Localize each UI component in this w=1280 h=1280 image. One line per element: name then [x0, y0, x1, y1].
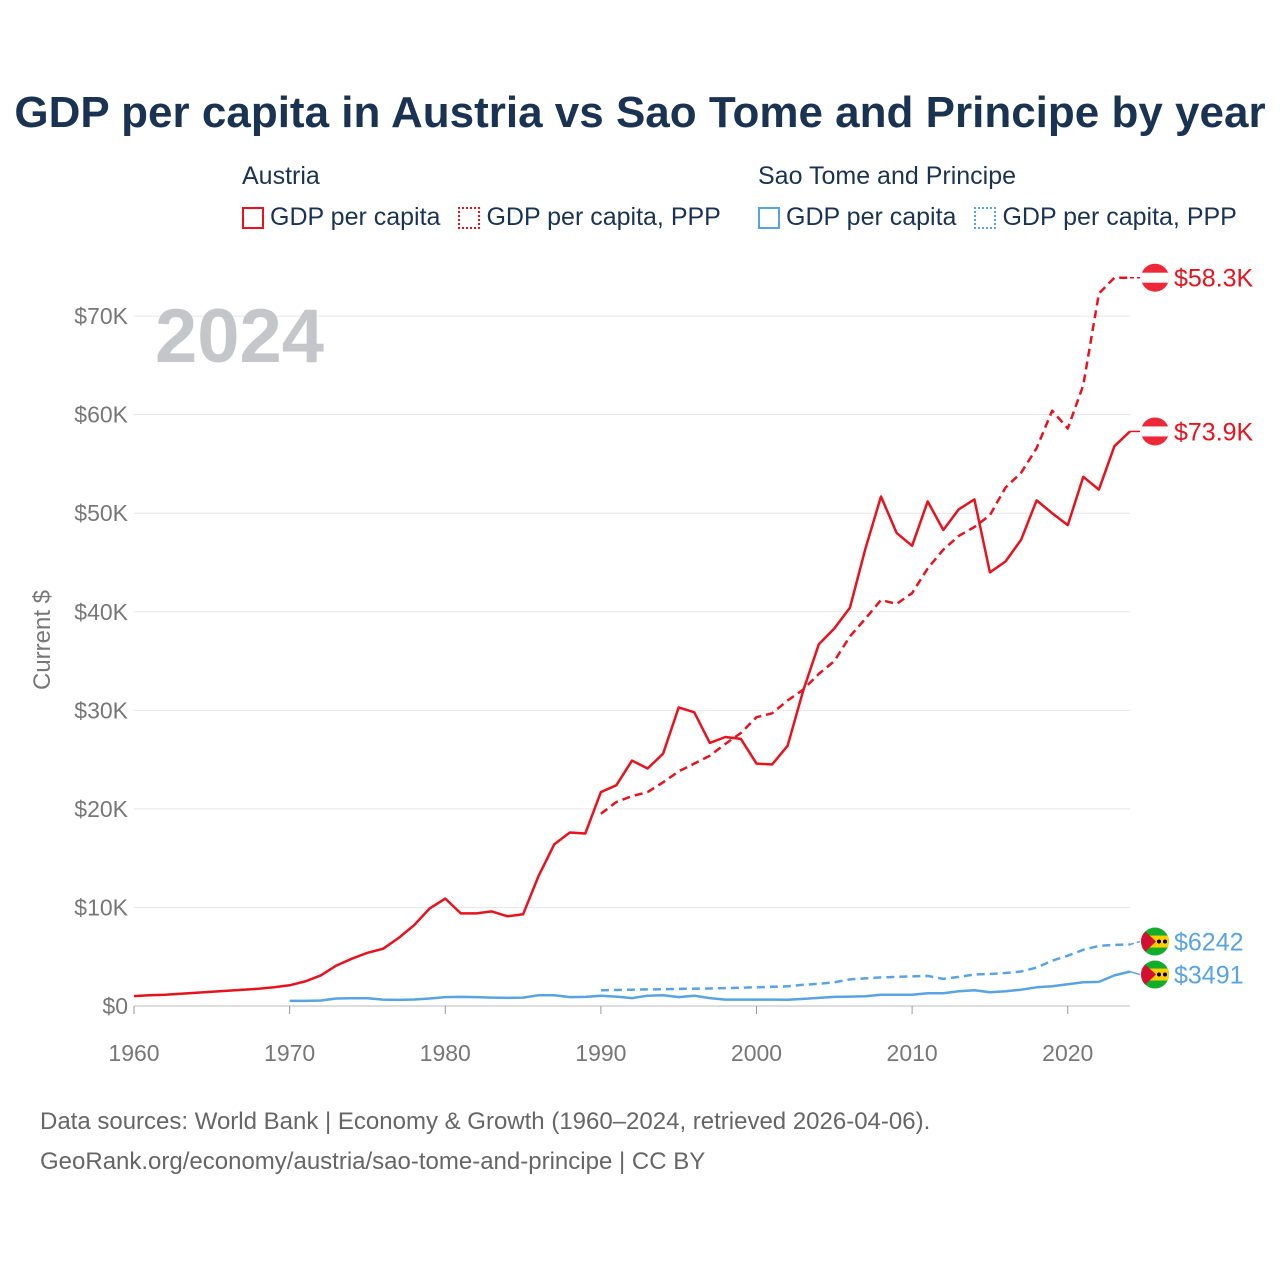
x-tick-label: 1980: [420, 1040, 471, 1066]
series-line-3: [600, 943, 1131, 992]
legend-swatch-solid-icon: [242, 206, 264, 229]
legend-item-sao-tome-gdp-ppp[interactable]: GDP per capita, PPP: [974, 203, 1237, 232]
legend-item-label: GDP per capita: [270, 203, 441, 231]
y-tick-label: $70K: [74, 303, 128, 329]
y-tick-label: $40K: [74, 599, 128, 625]
y-tick-label: $50K: [74, 500, 128, 526]
legend-group-title: Austria: [242, 162, 320, 190]
legend-item-austria-gdp[interactable]: GDP per capita: [242, 203, 440, 232]
x-tick-label: 2010: [887, 1040, 938, 1066]
legend-group-title: Sao Tome and Principe: [758, 162, 1017, 190]
y-tick-label: $30K: [74, 697, 128, 723]
legend-item-label: GDP per capita, PPP: [1002, 203, 1237, 231]
y-axis-title: Current $: [29, 590, 56, 690]
sao-tome-flag-icon: [1141, 960, 1169, 989]
year-watermark: 2024: [155, 294, 324, 379]
x-tick-label: 2020: [1042, 1040, 1093, 1066]
end-value-label: $73.9K: [1174, 418, 1254, 446]
legend-group-austria: Austria GDP per capita GDP per capita, P…: [242, 162, 721, 232]
end-label-connector: [1129, 940, 1141, 946]
y-axis: $0 $10K $20K $30K $40K $50K $60K $70K: [74, 303, 128, 1019]
legend-swatch-dotted-icon: [458, 206, 481, 229]
austria-flag-icon: [1141, 417, 1169, 446]
x-axis: 1960 1970 1980 1990 2000 2010 2020: [108, 1006, 1093, 1066]
legend-item-austria-gdp-ppp[interactable]: GDP per capita, PPP: [458, 203, 721, 232]
end-value-label: $6242: [1174, 929, 1244, 957]
legend-swatch-dotted-icon: [974, 206, 997, 229]
series-line-1: [600, 276, 1130, 815]
end-value-label: $58.3K: [1174, 265, 1254, 293]
series-line-2: [289, 970, 1131, 1003]
legend-item-sao-tome-gdp[interactable]: GDP per capita: [758, 203, 956, 232]
footer-link[interactable]: GeoRank.org/economy/austria/sao-tome-and…: [40, 1148, 706, 1175]
x-tick-label: 1960: [108, 1040, 159, 1066]
legend-item-label: GDP per capita: [786, 203, 957, 231]
series-line-0: [133, 430, 1131, 998]
x-tick-label: 1990: [575, 1040, 626, 1066]
sao-tome-flag-icon: [1141, 927, 1169, 956]
y-tick-label: $0: [102, 993, 128, 1019]
series-lines: [133, 276, 1131, 1003]
end-label-connector: [1129, 970, 1141, 976]
gridlines: [134, 315, 1130, 1007]
legend-group-sao-tome: Sao Tome and Principe GDP per capita GDP…: [758, 162, 1237, 232]
end-labels: $73.9K $58.3K $3491 $6242: [1129, 263, 1254, 990]
y-tick-label: $10K: [74, 894, 128, 920]
y-tick-label: $60K: [74, 402, 128, 428]
chart-title: GDP per capita in Austria vs Sao Tome an…: [14, 88, 1266, 137]
x-tick-label: 2000: [731, 1040, 782, 1066]
legend-swatch-solid-icon: [758, 206, 780, 229]
legend-item-label: GDP per capita, PPP: [486, 203, 721, 231]
end-value-label: $3491: [1174, 962, 1244, 990]
austria-flag-icon: [1141, 263, 1169, 292]
y-tick-label: $20K: [74, 796, 128, 822]
footer-sources: Data sources: World Bank | Economy & Gro…: [40, 1108, 931, 1135]
x-tick-label: 1970: [264, 1040, 315, 1066]
